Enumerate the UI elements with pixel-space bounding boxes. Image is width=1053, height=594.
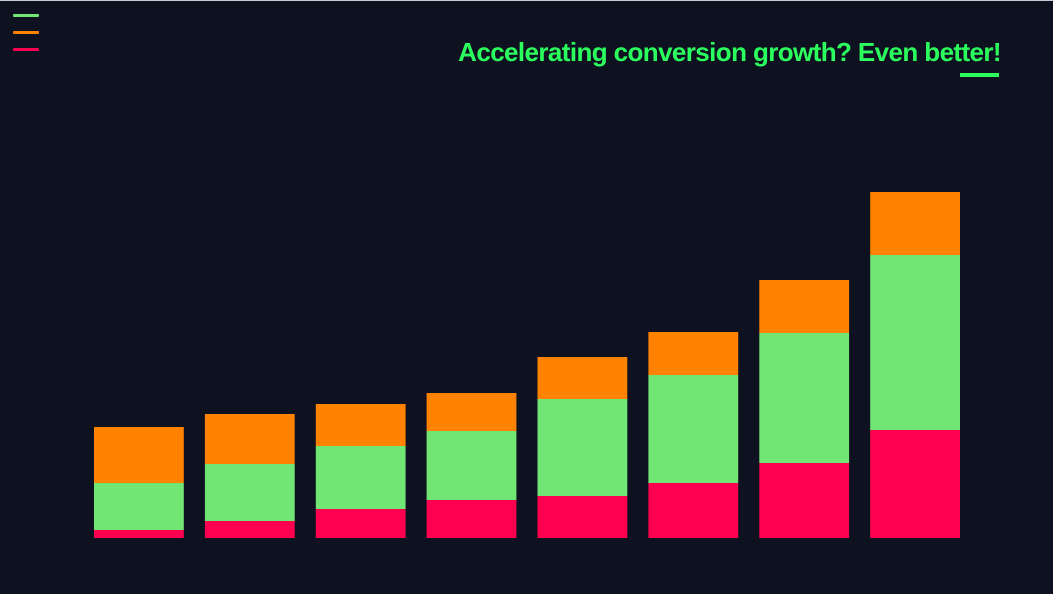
legend-swatch-top [13, 31, 39, 34]
bar-stack [648, 332, 739, 538]
bar-stack [315, 404, 406, 538]
chart-title: Accelerating conversion growth? Even bet… [458, 37, 1001, 67]
bar-segment-middle [94, 483, 184, 530]
bar-stack [537, 357, 628, 538]
bar-segment-bottom [204, 521, 295, 538]
bar-segment-middle [315, 446, 406, 509]
bar-segment-top [315, 404, 406, 446]
legend-swatch-middle [13, 14, 39, 17]
bar-segment-top [648, 332, 739, 375]
bar-segment-bottom [537, 496, 628, 538]
bar-segment-top [759, 280, 850, 333]
bar-segment-middle [870, 255, 960, 430]
bar-segment-middle [648, 375, 739, 483]
bar-segment-middle [426, 431, 517, 500]
bar-segment-bottom [648, 483, 739, 538]
bar-segment-middle [759, 333, 850, 463]
bar-segment-top [204, 414, 295, 464]
bar-segment-bottom [315, 509, 406, 538]
bar-segment-top [870, 192, 960, 255]
bar-segment-bottom [759, 463, 850, 538]
bar-stack [94, 427, 184, 538]
bar-segment-bottom [94, 530, 184, 538]
bar-segment-bottom [870, 430, 960, 538]
legend [13, 14, 39, 65]
bar-segment-top [94, 427, 184, 483]
title-underline [960, 73, 999, 77]
bar-stack [870, 192, 960, 538]
bar-segment-top [537, 357, 628, 399]
bar-segment-middle [537, 399, 628, 496]
bar-stack [759, 280, 850, 538]
bar-stack [204, 414, 295, 538]
legend-swatch-bottom [13, 48, 39, 51]
bar-segment-bottom [426, 500, 517, 538]
bar-stack [426, 393, 517, 538]
bar-segment-top [426, 393, 517, 431]
bar-segment-middle [204, 464, 295, 521]
